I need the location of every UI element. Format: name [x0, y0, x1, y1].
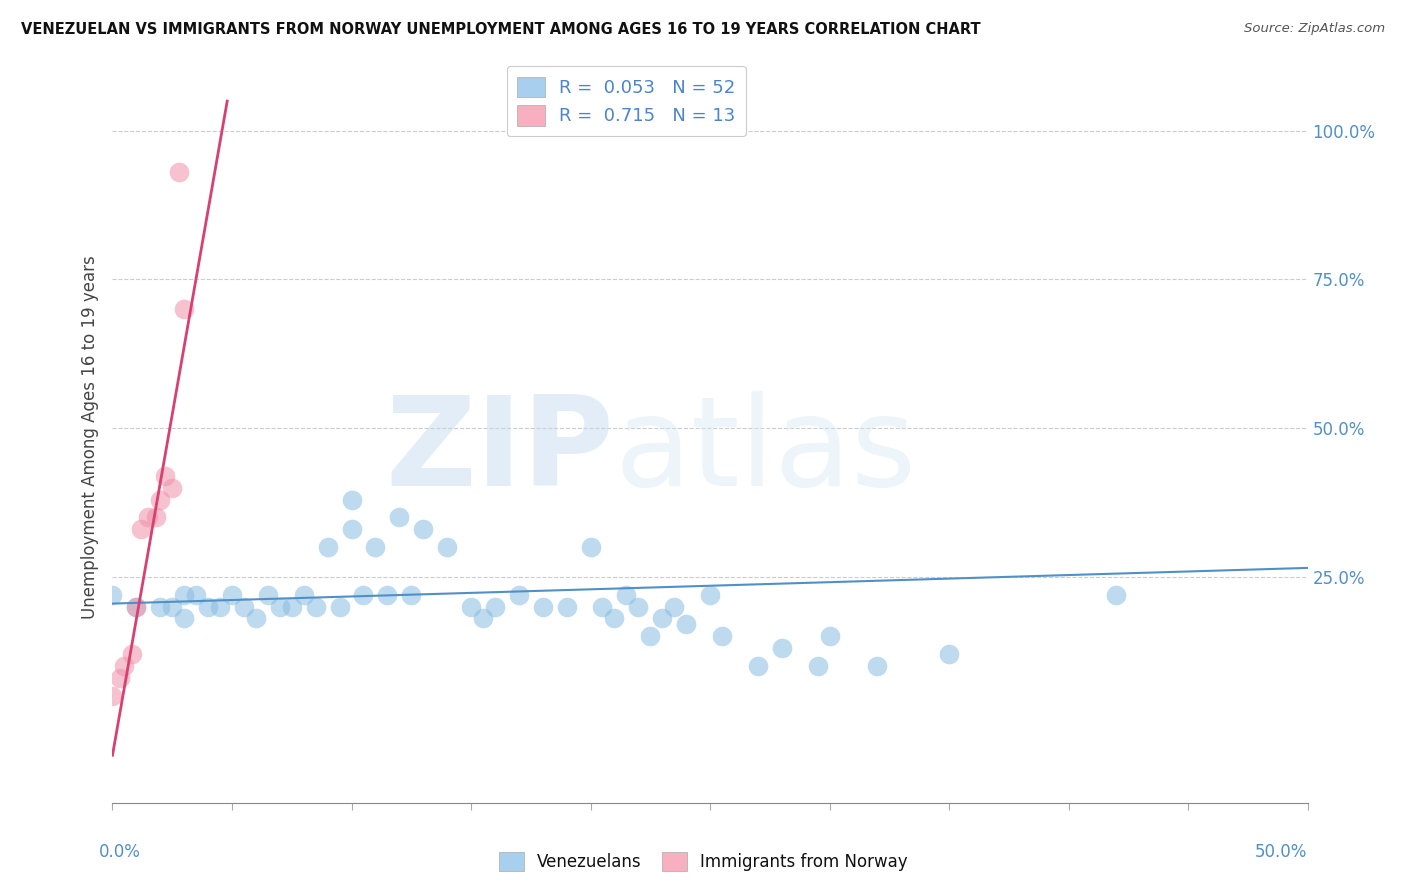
Text: 0.0%: 0.0% — [98, 843, 141, 861]
Point — [169, 165, 191, 179]
Point — [388, 510, 411, 524]
Point — [460, 599, 482, 614]
Point — [938, 647, 960, 661]
Point — [149, 492, 172, 507]
Point — [233, 599, 256, 614]
Point — [145, 510, 167, 524]
Point — [162, 599, 183, 614]
Point — [675, 617, 697, 632]
Point — [340, 492, 363, 507]
Point — [316, 540, 339, 554]
Point — [281, 599, 304, 614]
Point — [436, 540, 458, 554]
Point — [209, 599, 232, 614]
Point — [129, 522, 152, 536]
Text: atlas: atlas — [614, 392, 917, 512]
Point — [101, 689, 124, 703]
Text: VENEZUELAN VS IMMIGRANTS FROM NORWAY UNEMPLOYMENT AMONG AGES 16 TO 19 YEARS CORR: VENEZUELAN VS IMMIGRANTS FROM NORWAY UNE… — [21, 22, 981, 37]
Point — [866, 659, 889, 673]
Point — [472, 611, 495, 625]
Point — [579, 540, 602, 554]
Point — [377, 588, 399, 602]
Point — [173, 302, 195, 317]
Point — [125, 599, 148, 614]
Point — [508, 588, 530, 602]
Point — [352, 588, 374, 602]
Point — [257, 588, 280, 602]
Point — [592, 599, 614, 614]
Point — [401, 588, 423, 602]
Point — [125, 599, 148, 614]
Point — [616, 588, 638, 602]
Point — [173, 588, 195, 602]
Point — [292, 588, 315, 602]
Text: ZIP: ZIP — [385, 392, 614, 512]
Point — [121, 647, 143, 661]
Point — [711, 629, 734, 643]
Point — [1105, 588, 1128, 602]
Point — [699, 588, 721, 602]
Point — [412, 522, 434, 536]
Point — [651, 611, 673, 625]
Point — [555, 599, 578, 614]
Point — [173, 611, 195, 625]
Point — [340, 522, 363, 536]
Point — [162, 481, 183, 495]
Legend: Venezuelans, Immigrants from Norway: Venezuelans, Immigrants from Norway — [491, 843, 915, 880]
Point — [664, 599, 686, 614]
Point — [329, 599, 352, 614]
Point — [818, 629, 841, 643]
Point — [531, 599, 554, 614]
Point — [747, 659, 769, 673]
Point — [305, 599, 328, 614]
Point — [221, 588, 243, 602]
Point — [603, 611, 626, 625]
Text: 50.0%: 50.0% — [1256, 843, 1308, 861]
Point — [149, 599, 172, 614]
Legend: R =  0.053   N = 52, R =  0.715   N = 13: R = 0.053 N = 52, R = 0.715 N = 13 — [506, 66, 747, 136]
Point — [364, 540, 387, 554]
Text: Source: ZipAtlas.com: Source: ZipAtlas.com — [1244, 22, 1385, 36]
Point — [101, 588, 124, 602]
Point — [138, 510, 160, 524]
Point — [269, 599, 291, 614]
Point — [114, 659, 135, 673]
Point — [627, 599, 650, 614]
Point — [807, 659, 830, 673]
Point — [484, 599, 506, 614]
Point — [108, 671, 131, 685]
Point — [186, 588, 208, 602]
Point — [640, 629, 662, 643]
Point — [245, 611, 267, 625]
Y-axis label: Unemployment Among Ages 16 to 19 years: Unemployment Among Ages 16 to 19 years — [80, 255, 98, 619]
Point — [153, 468, 176, 483]
Point — [197, 599, 219, 614]
Point — [770, 641, 793, 656]
